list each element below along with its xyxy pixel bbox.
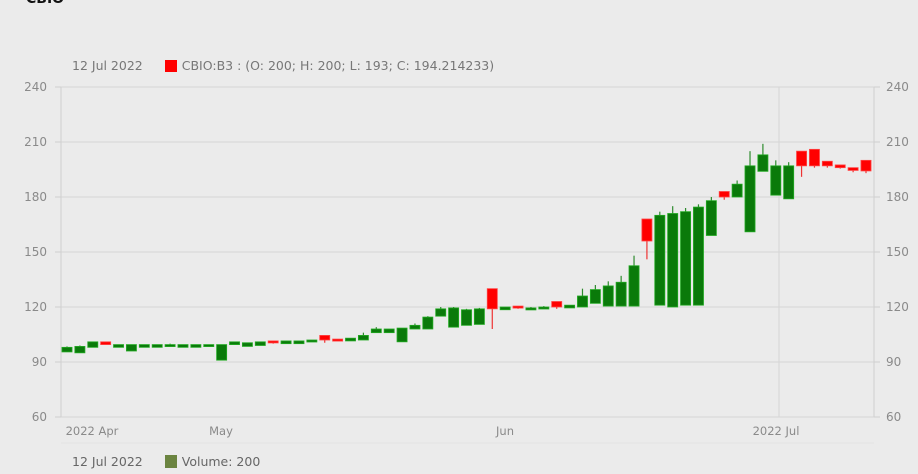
candle[interactable] [693, 204, 704, 306]
candle[interactable] [512, 305, 524, 309]
y-tick-label-right: 210 [886, 135, 909, 149]
candle[interactable] [113, 344, 124, 348]
x-axis: 2022 Apr May Jun 2022 Jul [61, 424, 874, 444]
candle[interactable] [74, 345, 86, 354]
y-tick-label-right: 120 [886, 300, 909, 314]
candle[interactable] [615, 275, 627, 307]
series-color-swatch-icon [164, 59, 177, 72]
candle[interactable] [448, 307, 460, 328]
y-tick-label-left: 90 [32, 355, 47, 369]
y-tick-label-left: 180 [24, 190, 47, 204]
candle[interactable] [667, 206, 679, 308]
y-tick-label-left: 240 [24, 80, 47, 94]
y-tick-label-left: 60 [32, 410, 47, 424]
candle[interactable] [100, 341, 112, 345]
candle[interactable] [718, 191, 730, 200]
y-tick-label-right: 150 [886, 245, 909, 259]
candle[interactable] [796, 150, 807, 177]
y-axis-left: 60 90 120 150 180 210 240 [24, 80, 62, 424]
x-tick-label: 2022 Jul [753, 424, 800, 438]
candle[interactable] [190, 344, 202, 348]
candle[interactable] [293, 340, 305, 345]
candle[interactable] [164, 343, 176, 347]
volume-color-swatch-icon [164, 455, 177, 468]
candle[interactable] [847, 167, 859, 173]
candle[interactable] [564, 304, 576, 309]
candle[interactable] [383, 328, 395, 334]
candle[interactable] [409, 323, 421, 330]
candle[interactable] [641, 218, 653, 260]
x-tick-label: Jun [495, 424, 514, 438]
candle[interactable] [577, 288, 588, 308]
candle[interactable] [589, 285, 601, 304]
candle[interactable] [551, 301, 563, 309]
candle[interactable] [177, 344, 189, 348]
candle[interactable] [267, 340, 279, 344]
y-tick-label-right: 240 [886, 80, 909, 94]
candle[interactable] [525, 307, 537, 311]
candle[interactable] [254, 341, 266, 346]
candle[interactable] [435, 307, 447, 317]
y-tick-label-left: 120 [24, 300, 47, 314]
legend-date: 12 Jul 2022 [72, 58, 143, 73]
candle[interactable] [757, 143, 769, 172]
volume-legend: 12 Jul 2022 Volume: 200 [72, 454, 260, 469]
candle[interactable] [345, 337, 356, 342]
candle[interactable] [602, 281, 614, 307]
candle[interactable] [151, 344, 163, 348]
candle[interactable] [628, 255, 640, 307]
x-tick-label: 2022 Apr [66, 424, 119, 438]
candle[interactable] [229, 341, 240, 345]
page-title-cut: CBIO [26, 0, 64, 7]
candle[interactable] [138, 344, 150, 348]
y-tick-label-right: 90 [886, 355, 901, 369]
candle[interactable] [319, 335, 331, 343]
candle[interactable] [216, 344, 228, 361]
candle[interactable] [834, 164, 846, 169]
candle[interactable] [744, 151, 756, 233]
candle[interactable] [538, 306, 550, 310]
candle[interactable] [357, 332, 369, 341]
candle[interactable] [61, 346, 73, 353]
candle[interactable] [486, 288, 498, 329]
y-tick-label-right: 180 [886, 190, 909, 204]
legend-series-ohlc: CBIO:B3 : (O: 200; H: 200; L: 193; C: 19… [181, 58, 495, 73]
candle[interactable] [680, 208, 692, 306]
y-axis-right: 60 90 120 150 180 210 240 [873, 80, 909, 424]
candle[interactable] [821, 160, 833, 168]
candle[interactable] [126, 344, 137, 352]
candle[interactable] [783, 162, 795, 200]
candle[interactable] [770, 160, 782, 196]
price-legend: 12 Jul 2022 CBIO:B3 : (O: 200; H: 200; L… [72, 58, 494, 73]
candle[interactable] [203, 344, 215, 347]
candle[interactable] [87, 341, 99, 348]
candle[interactable] [422, 316, 434, 330]
x-tick-label: May [209, 424, 233, 438]
volume-legend-value: Volume: 200 [181, 454, 261, 469]
candle[interactable] [809, 148, 820, 168]
candle[interactable] [473, 307, 485, 325]
candle[interactable] [241, 342, 253, 347]
candle[interactable] [654, 211, 666, 306]
candle[interactable] [306, 339, 318, 343]
volume-legend-date: 12 Jul 2022 [72, 454, 143, 469]
candle[interactable] [332, 338, 344, 342]
candles[interactable] [61, 143, 872, 361]
y-tick-label-right: 60 [886, 410, 901, 424]
grid-lines [61, 86, 874, 418]
y-tick-label-left: 150 [24, 245, 47, 259]
candle[interactable] [396, 327, 408, 343]
y-tick-label-left: 210 [24, 135, 47, 149]
candle[interactable] [731, 180, 743, 198]
candle[interactable] [499, 306, 511, 311]
candle[interactable] [705, 197, 717, 236]
candle[interactable] [860, 159, 872, 174]
candle[interactable] [461, 308, 472, 326]
candle[interactable] [280, 340, 292, 345]
candle[interactable] [370, 327, 382, 334]
